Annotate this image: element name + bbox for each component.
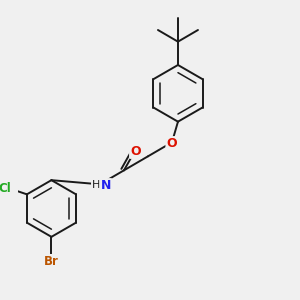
Text: O: O [130, 145, 141, 158]
Text: N: N [100, 179, 111, 192]
Text: H: H [92, 180, 100, 190]
Text: O: O [167, 137, 177, 150]
Text: Br: Br [44, 255, 59, 268]
Text: Cl: Cl [0, 182, 12, 195]
